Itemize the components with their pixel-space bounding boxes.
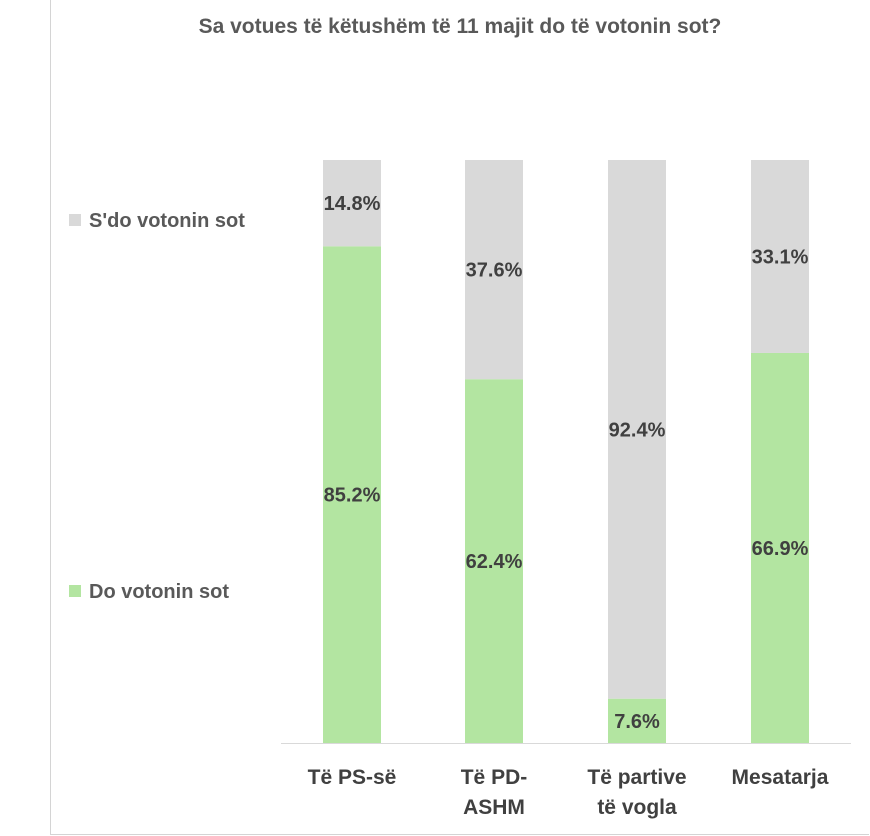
data-label-1-3: 33.1% xyxy=(752,246,809,268)
data-label-0-2: 7.6% xyxy=(614,711,660,733)
bar-do-votonin-1 xyxy=(465,379,523,743)
bar-sdo-votonin-3 xyxy=(751,160,809,353)
bar-do-votonin-3 xyxy=(751,352,809,743)
chart-frame xyxy=(50,0,869,835)
data-label-0-0: 85.2% xyxy=(324,485,381,507)
legend-label-1: S'do votonin sot xyxy=(89,210,245,232)
bar-do-votonin-2 xyxy=(608,698,666,743)
category-label-2-0: Të partive xyxy=(587,766,686,789)
data-label-1-1: 37.6% xyxy=(466,260,523,282)
category-label-3-0: Mesatarja xyxy=(732,766,829,789)
bar-do-votonin-0 xyxy=(323,246,381,743)
bars: 85.2% 14.8% 62.4% 37.6% 7.6% 92.4% 66.9% 33.1% xyxy=(323,160,809,743)
data-label-1-2: 92.4% xyxy=(609,419,666,441)
legend-label-0: Do votonin sot xyxy=(89,581,229,603)
category-labels: Të PS-së Të PD- ASHM Të partive të vogla Mesa… xyxy=(308,766,829,819)
legend-swatch-1 xyxy=(69,214,81,226)
bar-sdo-votonin-0 xyxy=(323,160,381,247)
legend: S'do votonin sot Do votonin sot xyxy=(69,210,245,603)
bar-sdo-votonin-2 xyxy=(608,160,666,699)
data-label-1-0: 14.8% xyxy=(324,193,381,215)
data-label-0-1: 62.4% xyxy=(466,551,523,573)
data-label-0-3: 66.9% xyxy=(752,538,809,560)
category-label-1-1: ASHM xyxy=(463,796,525,819)
category-label-2-1: të vogla xyxy=(597,796,677,819)
category-label-1-0: Të PD- xyxy=(461,766,528,789)
bar-sdo-votonin-1 xyxy=(465,160,523,380)
chart-title: Sa votues të këtushëm të 11 majit do të … xyxy=(199,15,722,38)
category-label-0-0: Të PS-së xyxy=(308,766,397,789)
legend-swatch-0 xyxy=(69,585,81,597)
